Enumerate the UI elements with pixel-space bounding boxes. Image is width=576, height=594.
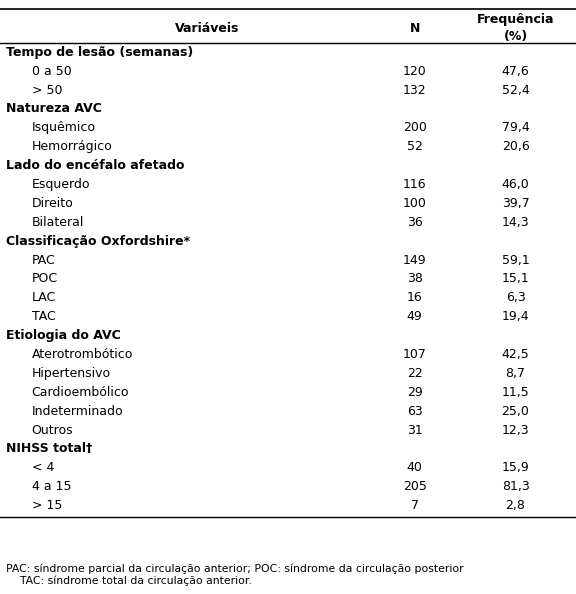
Text: 15,1: 15,1 <box>502 273 529 286</box>
Text: 0 a 50: 0 a 50 <box>32 65 71 78</box>
Text: > 50: > 50 <box>32 84 62 97</box>
Text: Tempo de lesão (semanas): Tempo de lesão (semanas) <box>6 46 193 59</box>
Text: Direito: Direito <box>32 197 73 210</box>
Text: LAC: LAC <box>32 291 56 304</box>
Text: 11,5: 11,5 <box>502 386 529 399</box>
Text: 8,7: 8,7 <box>506 367 525 380</box>
Text: Frequência: Frequência <box>477 12 554 26</box>
Text: 15,9: 15,9 <box>502 462 529 475</box>
Text: TAC: síndrome total da circulação anterior.: TAC: síndrome total da circulação anteri… <box>6 576 252 586</box>
Text: 39,7: 39,7 <box>502 197 529 210</box>
Text: PAC: síndrome parcial da circulação anterior; POC: síndrome da circulação poster: PAC: síndrome parcial da circulação ante… <box>6 564 463 574</box>
Text: 46,0: 46,0 <box>502 178 529 191</box>
Text: 12,3: 12,3 <box>502 424 529 437</box>
Text: 40: 40 <box>407 462 423 475</box>
Text: 31: 31 <box>407 424 423 437</box>
Text: Hipertensivo: Hipertensivo <box>32 367 111 380</box>
Text: 116: 116 <box>403 178 427 191</box>
Text: 22: 22 <box>407 367 423 380</box>
Text: 2,8: 2,8 <box>506 499 525 512</box>
Text: 38: 38 <box>407 273 423 286</box>
Text: 52,4: 52,4 <box>502 84 529 97</box>
Text: 200: 200 <box>403 121 427 134</box>
Text: 4 a 15: 4 a 15 <box>32 480 71 493</box>
Text: 16: 16 <box>407 291 423 304</box>
Text: 100: 100 <box>403 197 427 210</box>
Text: PAC: PAC <box>32 254 55 267</box>
Text: 132: 132 <box>403 84 427 97</box>
Text: 49: 49 <box>407 310 423 323</box>
Text: Natureza AVC: Natureza AVC <box>6 102 101 115</box>
Text: Hemorrágico: Hemorrágico <box>32 140 112 153</box>
Text: 205: 205 <box>403 480 427 493</box>
Text: Indeterminado: Indeterminado <box>32 405 123 418</box>
Text: Esquerdo: Esquerdo <box>32 178 90 191</box>
Text: 79,4: 79,4 <box>502 121 529 134</box>
Text: 7: 7 <box>411 499 419 512</box>
Text: Variáveis: Variáveis <box>175 22 240 35</box>
Text: 149: 149 <box>403 254 427 267</box>
Text: N: N <box>410 22 420 35</box>
Text: 107: 107 <box>403 348 427 361</box>
Text: Lado do encéfalo afetado: Lado do encéfalo afetado <box>6 159 184 172</box>
Text: 59,1: 59,1 <box>502 254 529 267</box>
Text: NIHSS total†: NIHSS total† <box>6 443 92 456</box>
Text: POC: POC <box>32 273 58 286</box>
Text: Outros: Outros <box>32 424 73 437</box>
Text: TAC: TAC <box>32 310 55 323</box>
Text: 47,6: 47,6 <box>502 65 529 78</box>
Text: Bilateral: Bilateral <box>32 216 84 229</box>
Text: Aterotrombótico: Aterotrombótico <box>32 348 133 361</box>
Text: 52: 52 <box>407 140 423 153</box>
Text: 20,6: 20,6 <box>502 140 529 153</box>
Text: 36: 36 <box>407 216 423 229</box>
Text: 63: 63 <box>407 405 423 418</box>
Text: Etiologia do AVC: Etiologia do AVC <box>6 329 120 342</box>
Text: 81,3: 81,3 <box>502 480 529 493</box>
Text: 6,3: 6,3 <box>506 291 525 304</box>
Text: 120: 120 <box>403 65 427 78</box>
Text: Isquêmico: Isquêmico <box>32 121 96 134</box>
Text: Cardioembólico: Cardioembólico <box>32 386 129 399</box>
Text: Classificação Oxfordshire*: Classificação Oxfordshire* <box>6 235 190 248</box>
Text: 14,3: 14,3 <box>502 216 529 229</box>
Text: 19,4: 19,4 <box>502 310 529 323</box>
Text: 42,5: 42,5 <box>502 348 529 361</box>
Text: < 4: < 4 <box>32 462 54 475</box>
Text: 29: 29 <box>407 386 423 399</box>
Text: > 15: > 15 <box>32 499 62 512</box>
Text: (%): (%) <box>503 30 528 43</box>
Text: 25,0: 25,0 <box>502 405 529 418</box>
